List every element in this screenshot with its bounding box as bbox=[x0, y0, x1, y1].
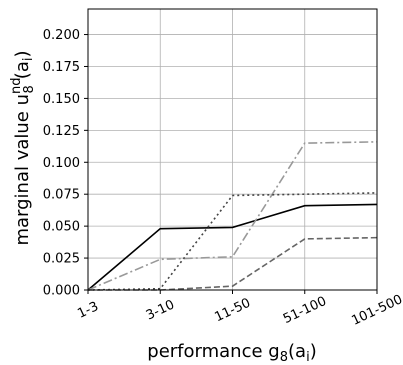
series-line-3 bbox=[87, 192, 378, 291]
x-tick-label: 11-50 bbox=[212, 296, 253, 326]
grid bbox=[87, 9, 378, 291]
y-tick-label: 0.125 bbox=[43, 124, 80, 139]
x-tick-label: 1-3 bbox=[75, 299, 101, 322]
y-axis-label: marginal value und8(ai) bbox=[9, 50, 37, 245]
y-tick-label: 0.075 bbox=[43, 188, 80, 203]
x-ticks: 1-3 3-10 11-50 51-100 101-500 bbox=[75, 290, 403, 329]
x-tick-label: 101-500 bbox=[349, 292, 403, 329]
series-line-1 bbox=[87, 203, 378, 291]
series-line-2 bbox=[87, 141, 378, 291]
y-tick-label: 0.000 bbox=[43, 284, 80, 299]
y-tick-label: 0.050 bbox=[43, 220, 80, 235]
x-tick-label: 51-100 bbox=[281, 294, 329, 327]
y-tick-label: 0.200 bbox=[43, 28, 80, 43]
x-axis-label: performance g8(ai) bbox=[147, 341, 316, 365]
y-ticks: 0.000 0.025 0.050 0.075 0.100 0.125 0.150 0.175… bbox=[43, 28, 88, 299]
x-tick-label: 3-10 bbox=[144, 297, 177, 323]
y-tick-label: 0.100 bbox=[43, 156, 80, 171]
y-tick-label: 0.150 bbox=[43, 92, 80, 107]
y-tick-label: 0.025 bbox=[43, 252, 80, 267]
y-tick-label: 0.175 bbox=[43, 60, 80, 75]
